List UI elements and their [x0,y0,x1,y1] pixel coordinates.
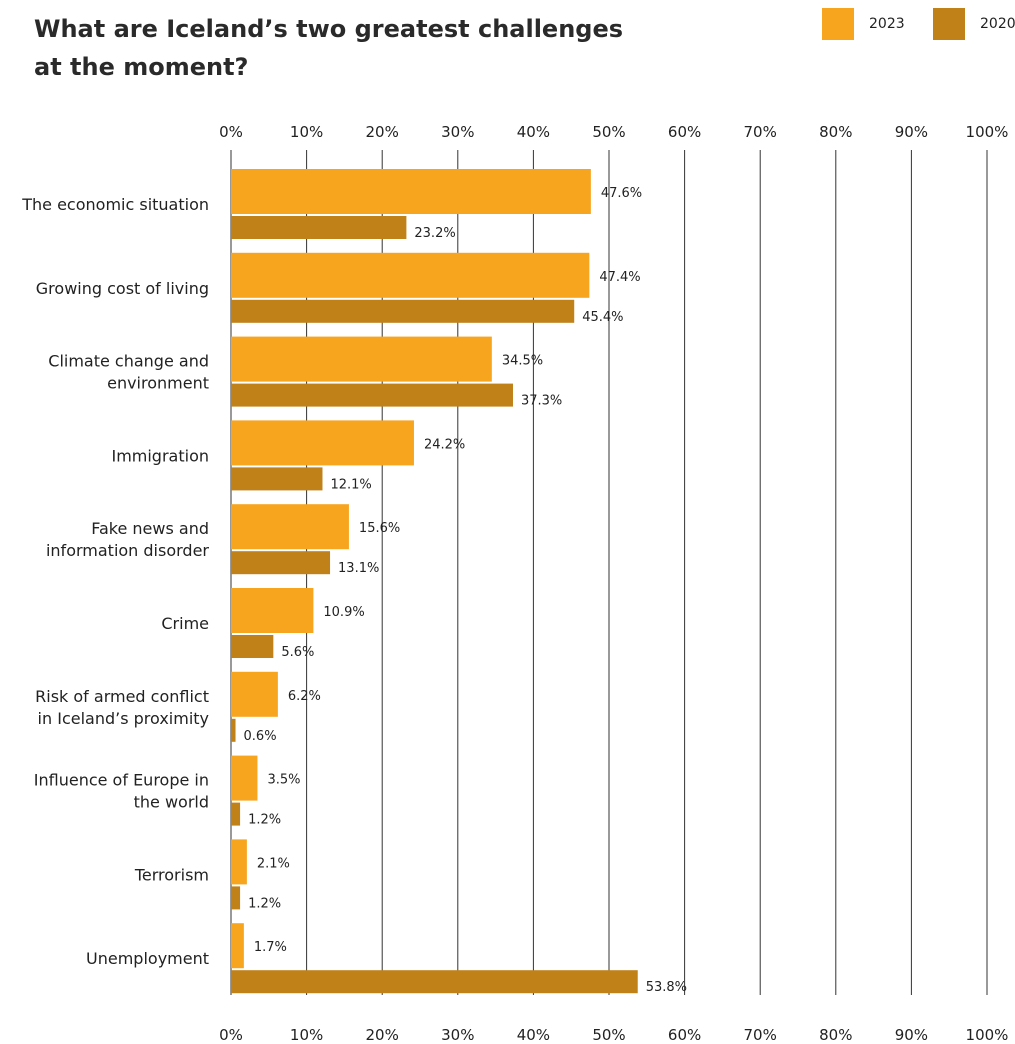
data-label-2020: 12.1% [330,477,371,492]
bar-2023 [231,336,492,382]
x-tick-label-top: 40% [517,123,550,141]
data-label-2023: 6.2% [288,689,321,704]
x-tick-label-bottom: 80% [819,1026,852,1044]
data-label-2023: 3.5% [267,773,300,788]
x-tick-label-bottom: 90% [895,1026,928,1044]
data-label-2020: 53.8% [646,980,687,995]
data-label-2020: 1.2% [248,896,281,911]
data-label-2023: 47.6% [601,186,642,201]
x-tick-label-bottom: 0% [219,1026,243,1044]
data-label-2023: 34.5% [502,354,543,369]
x-tick-label-top: 70% [744,123,777,141]
data-label-2020: 1.2% [248,813,281,828]
category-label: Crime [161,614,209,633]
bar-2023 [231,923,244,969]
bar-2020 [231,970,638,994]
category-label: Influence of Europe in [34,771,209,790]
bar-2023 [231,169,591,214]
data-label-2023: 2.1% [257,856,290,871]
x-tick-label-top: 0% [219,123,243,141]
bar-2023 [231,420,414,466]
data-label-2023: 47.4% [599,270,640,285]
category-label: environment [107,374,209,393]
x-tick-label-bottom: 40% [517,1026,550,1044]
legend-label-2020: 2020 [980,16,1015,32]
category-label: Unemployment [86,949,209,968]
data-label-2023: 24.2% [424,437,465,452]
legend-item-2020: 2020 [933,8,1015,40]
bar-2023 [231,588,314,633]
x-tick-label-top: 50% [592,123,625,141]
x-tick-label-top: 30% [441,123,474,141]
bar-2023 [231,671,278,717]
bar-2020 [231,635,274,658]
x-tick-label-bottom: 60% [668,1026,701,1044]
category-label: Immigration [111,446,209,465]
legend-item-2023: 2023 [822,8,905,40]
bar-2023 [231,755,258,801]
x-tick-label-top: 60% [668,123,701,141]
bar-2023 [231,504,349,550]
category-label: Growing cost of living [36,279,209,298]
data-label-2020: 45.4% [582,310,623,325]
bar-2020 [231,467,323,491]
x-tick-label-top: 10% [290,123,323,141]
data-label-2020: 13.1% [338,561,379,576]
x-tick-label-top: 90% [895,123,928,141]
data-label-2023: 10.9% [323,605,364,620]
legend-label-2023: 2023 [869,16,905,32]
x-tick-label-bottom: 70% [744,1026,777,1044]
category-label: the world [134,793,209,812]
data-label-2020: 0.6% [244,729,277,744]
x-tick-label-bottom: 100% [966,1026,1009,1044]
bar-2023 [231,839,247,885]
x-tick-label-top: 80% [819,123,852,141]
category-label: in Iceland’s proximity [38,709,209,728]
bar-2020 [231,886,241,910]
category-label: Fake news and [91,519,209,538]
x-tick-label-bottom: 50% [592,1026,625,1044]
data-label-2020: 5.6% [281,645,314,660]
bar-2023 [231,252,590,298]
bar-2020 [231,383,513,407]
x-tick-label-bottom: 20% [366,1026,399,1044]
data-label-2020: 37.3% [521,394,562,409]
category-label: information disorder [46,541,209,560]
category-label: Climate change and [48,352,209,371]
bar-2020 [231,216,407,239]
legend-swatch-2020 [933,8,965,40]
legend-swatch-2023 [822,8,854,40]
x-tick-label-top: 20% [366,123,399,141]
data-label-2023: 15.6% [359,521,400,536]
category-label: Terrorism [134,865,209,884]
category-label: The economic situation [21,195,209,214]
bar-2020 [231,718,236,742]
x-tick-label-bottom: 10% [290,1026,323,1044]
bar-2020 [231,299,575,323]
chart-title: What are Iceland’s two greatest challeng… [34,15,624,81]
category-label: Risk of armed conflict [35,687,209,706]
data-label-2020: 23.2% [414,226,455,241]
x-tick-label-top: 100% [966,123,1009,141]
x-tick-label-bottom: 30% [441,1026,474,1044]
bar-2020 [231,802,241,826]
bar-2020 [231,551,331,575]
data-label-2023: 1.7% [254,940,287,955]
